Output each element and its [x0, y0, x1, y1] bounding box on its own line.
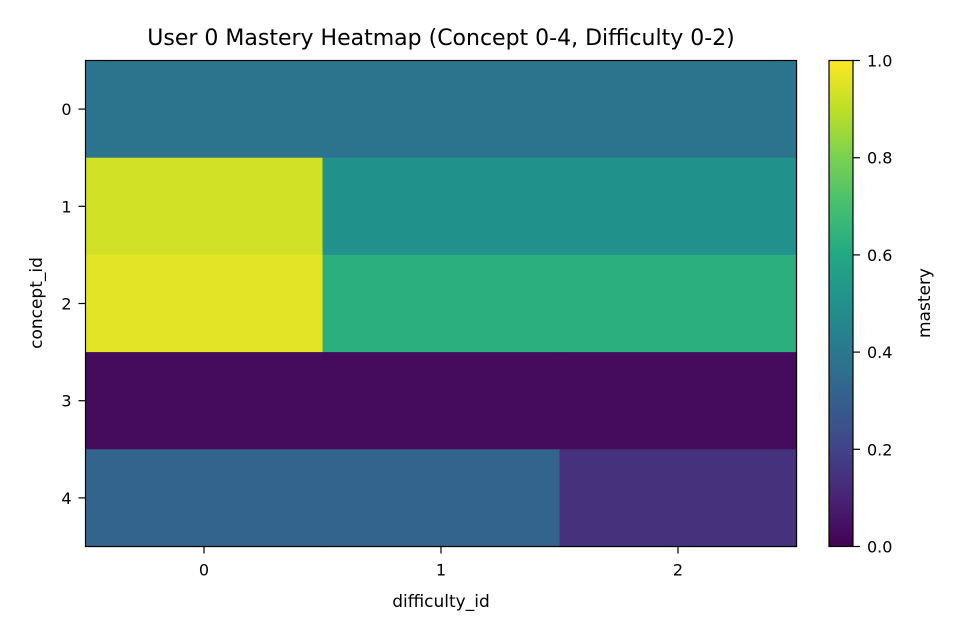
heatmap-cell: [85, 352, 324, 450]
heatmap-cell: [322, 157, 561, 256]
colorbar: [829, 60, 853, 547]
colorbar-tick-label: 0.0: [867, 538, 892, 557]
heatmap-cell: [559, 352, 798, 450]
x-tick-label: 2: [673, 561, 683, 580]
colorbar-frame: [828, 59, 854, 548]
y-tick-label: 1: [61, 197, 71, 216]
heatmap-cell: [322, 60, 561, 159]
colorbar-tick-label: 1.0: [867, 52, 892, 71]
colorbar-tick-label: 0.8: [867, 149, 892, 168]
heatmap-cell: [559, 157, 798, 256]
colorbar-label: mastery: [915, 268, 935, 338]
y-axis-ticks: 0 1 2 3 4: [61, 100, 86, 508]
colorbar-tick-label: 0.6: [867, 246, 892, 265]
y-tick-label: 0: [61, 100, 71, 119]
y-axis-label: concept_id: [27, 257, 47, 349]
colorbar-ticks: 0.0 0.2 0.4 0.6 0.8 1.0: [853, 52, 892, 557]
heatmap-cell: [85, 449, 324, 548]
heatmap-cells: [85, 60, 798, 548]
chart-title: User 0 Mastery Heatmap (Concept 0-4, Dif…: [147, 26, 734, 51]
colorbar-tick-label: 0.2: [867, 440, 892, 459]
x-tick-label: 0: [199, 561, 209, 580]
x-axis-label: difficulty_id: [392, 592, 490, 612]
colorbar-tick-label: 0.4: [867, 343, 892, 362]
x-tick-label: 1: [436, 561, 446, 580]
x-axis-ticks: 0 1 2: [199, 546, 683, 580]
heatmap-cell: [559, 449, 798, 548]
y-tick-label: 3: [61, 392, 71, 411]
heatmap-cell: [85, 157, 324, 256]
y-tick-label: 2: [61, 295, 71, 314]
heatmap-cell: [559, 60, 798, 159]
y-tick-label: 4: [61, 489, 71, 508]
heatmap-cell: [85, 254, 324, 353]
heatmap-cell: [559, 254, 798, 353]
heatmap-cell: [85, 60, 324, 159]
heatmap-cell: [322, 352, 561, 450]
heatmap-cell: [322, 449, 561, 548]
heatmap-cell: [322, 254, 561, 353]
